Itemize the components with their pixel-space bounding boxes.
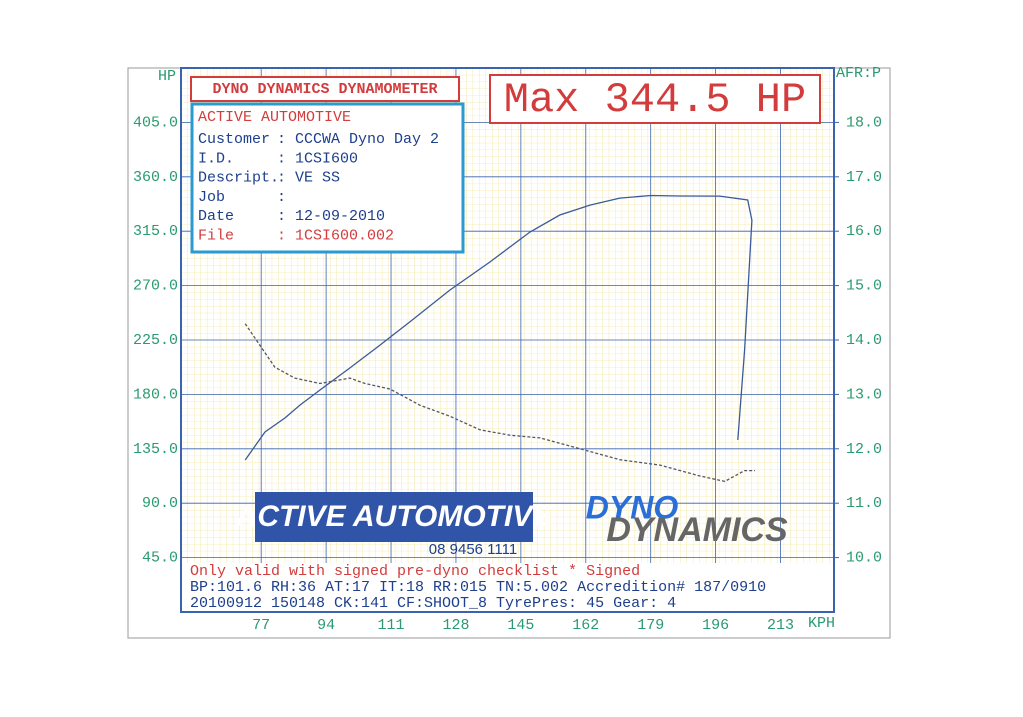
info-value: : bbox=[277, 189, 286, 206]
x-tick-label: 196 bbox=[702, 617, 729, 634]
x-tick-label: 162 bbox=[572, 617, 599, 634]
y2-tick-label: 14.0 bbox=[846, 332, 882, 349]
y-axis-label: HP bbox=[158, 68, 176, 85]
info-title: ACTIVE AUTOMOTIVE bbox=[198, 109, 351, 126]
info-label: Customer bbox=[198, 131, 270, 148]
y-tick-label: 180.0 bbox=[133, 386, 178, 403]
header-box bbox=[190, 76, 460, 102]
x-tick-label: 213 bbox=[767, 617, 794, 634]
info-label: Job bbox=[198, 189, 225, 206]
logo-text: ACTIVE AUTOMOTIVE bbox=[235, 500, 554, 533]
x-tick-label: 179 bbox=[637, 617, 664, 634]
lines bbox=[244, 194, 755, 483]
x-tick-label: 128 bbox=[442, 617, 469, 634]
info-label: Descript. bbox=[198, 170, 279, 187]
logo2-bottom: DYNAMICS bbox=[606, 511, 788, 549]
y2-tick-label: 16.0 bbox=[846, 223, 882, 240]
footer-line: Only valid with signed pre-dyno checklis… bbox=[190, 563, 640, 580]
footer-line: 20100912 150148 CK:141 CF:SHOOT_8 TyrePr… bbox=[190, 595, 676, 612]
header: DYNO DYNAMICS DYNAMOMETER bbox=[212, 81, 437, 98]
y2-tick-label: 10.0 bbox=[846, 550, 882, 567]
y2-axis-label: AFR:P bbox=[836, 65, 881, 82]
info-value: : CCCWA Dyno Day 2 bbox=[277, 131, 439, 148]
footer-bg bbox=[183, 563, 832, 611]
logo-box bbox=[255, 492, 533, 542]
y2-tick-label: 12.0 bbox=[846, 441, 882, 458]
y-tick-label: 90.0 bbox=[142, 495, 178, 512]
y-tick-label: 405.0 bbox=[133, 114, 178, 131]
phone: 08 9456 1111 bbox=[429, 541, 517, 558]
info-value: : 1CSI600 bbox=[277, 150, 358, 167]
y2-tick-label: 17.0 bbox=[846, 169, 882, 186]
x-tick-label: 111 bbox=[378, 617, 405, 634]
y2-tick-label: 11.0 bbox=[846, 495, 882, 512]
info-box bbox=[190, 102, 465, 254]
y-tick-label: 315.0 bbox=[133, 223, 178, 240]
series-line bbox=[244, 323, 755, 483]
y2-tick-label: 18.0 bbox=[846, 114, 882, 131]
info-label: Date bbox=[198, 208, 234, 225]
x-axis-label: KPH bbox=[808, 615, 835, 632]
y-tick-label: 225.0 bbox=[133, 332, 178, 349]
y-tick-label: 45.0 bbox=[142, 550, 178, 567]
y-tick-label: 135.0 bbox=[133, 441, 178, 458]
info: Customer : CCCWA Dyno Day 2 I.D. : 1CSI600 D… bbox=[198, 131, 439, 245]
y-tick-label: 360.0 bbox=[133, 169, 178, 186]
max-label: Max 344.5 HP bbox=[504, 76, 806, 124]
y2-tick-label: 13.0 bbox=[846, 386, 882, 403]
info-label: File bbox=[198, 227, 234, 244]
info-value: : 1CSI600.002 bbox=[277, 227, 394, 244]
info-value: : 12-09-2010 bbox=[277, 208, 385, 225]
footer-line: BP:101.6 RH:36 AT:17 IT:18 RR:015 TN:5.0… bbox=[190, 579, 766, 596]
info-value: : VE SS bbox=[277, 170, 340, 187]
logo2-top: DYNO bbox=[586, 489, 679, 525]
x-tick-label: 145 bbox=[507, 617, 534, 634]
series-line bbox=[244, 194, 753, 461]
x-tick-label: 77 bbox=[252, 617, 270, 634]
ticks: 45.0 90.0 135.0 180.0 225.0 270.0 315.0 360.0 40… bbox=[133, 114, 882, 634]
info-label: I.D. bbox=[198, 150, 234, 167]
y2-tick-label: 15.0 bbox=[846, 278, 882, 295]
x-tick-label: 94 bbox=[317, 617, 335, 634]
max-box bbox=[489, 74, 821, 124]
y-tick-label: 270.0 bbox=[133, 278, 178, 295]
